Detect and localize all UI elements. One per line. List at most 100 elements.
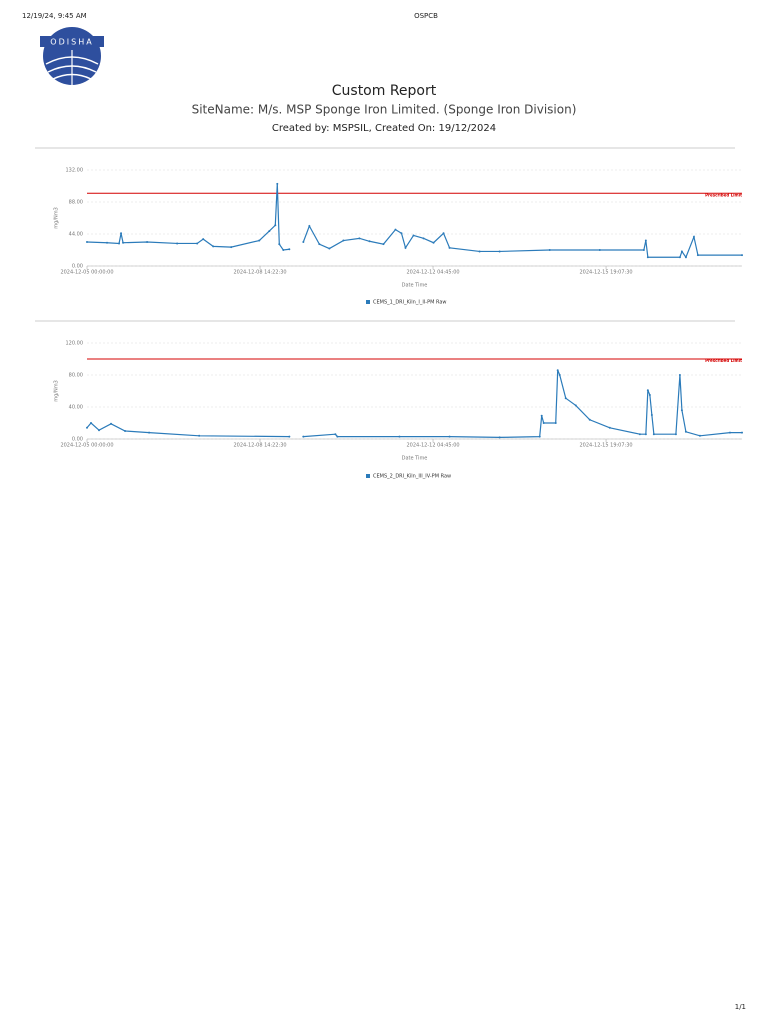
data-point <box>684 256 687 259</box>
data-point <box>542 422 545 424</box>
data-point <box>698 434 701 437</box>
data-point <box>278 243 281 246</box>
legend-swatch <box>366 300 370 304</box>
data-point <box>554 422 557 424</box>
data-point <box>274 224 277 227</box>
y-tick-label: 132.00 <box>66 168 84 174</box>
page-number: 1/1 <box>735 1003 746 1011</box>
data-point <box>110 422 113 425</box>
legend-label: CEMS_1_DRI_Kiln_I_II-PM Raw <box>373 300 447 306</box>
data-point <box>648 394 651 396</box>
data-point <box>638 433 641 436</box>
data-point <box>276 182 279 185</box>
y-tick-label: 120.00 <box>66 341 84 347</box>
data-point <box>588 418 591 421</box>
data-point <box>288 435 291 438</box>
data-point <box>448 435 451 438</box>
data-point <box>230 246 233 249</box>
data-point <box>334 433 337 436</box>
data-point <box>176 242 179 245</box>
data-point <box>644 433 647 436</box>
data-point <box>548 249 551 251</box>
data-point <box>258 239 261 242</box>
data-point <box>432 241 435 244</box>
data-point <box>212 245 215 248</box>
data-point <box>308 225 311 227</box>
data-point <box>302 435 305 438</box>
data-point <box>644 239 647 242</box>
data-point <box>196 242 199 245</box>
x-tick-label: 2024-12-12 04:45:00 <box>406 443 459 449</box>
x-axis-label: Date Time <box>402 456 428 462</box>
data-point <box>741 254 743 257</box>
data-point <box>268 230 271 233</box>
data-point <box>696 254 699 257</box>
data-point <box>124 430 127 432</box>
data-point <box>98 429 101 432</box>
x-tick-label: 2024-12-05 00:00:00 <box>60 443 113 449</box>
data-point <box>148 431 151 434</box>
data-point <box>678 256 681 259</box>
data-point <box>342 239 345 242</box>
data-point <box>692 235 695 238</box>
y-tick-label: 88.00 <box>69 200 83 206</box>
y-tick-label: 80.00 <box>69 373 83 379</box>
logo-text: ODISHA <box>50 38 93 47</box>
data-point <box>146 241 149 243</box>
data-point <box>198 434 201 437</box>
data-point <box>478 250 481 253</box>
data-point <box>448 246 451 249</box>
data-point <box>106 241 109 244</box>
data-point <box>382 243 385 246</box>
data-point <box>120 232 123 235</box>
data-point <box>318 243 321 246</box>
data-point <box>598 249 601 251</box>
x-tick-label: 2024-12-15 19:07:30 <box>579 443 632 449</box>
data-point <box>86 241 88 243</box>
data-point <box>328 247 331 250</box>
data-point <box>741 431 743 434</box>
data-point <box>558 374 561 376</box>
data-point <box>118 242 121 245</box>
y-axis-label: mg/Nm3 <box>54 380 60 402</box>
series-line <box>86 183 742 259</box>
data-point <box>336 435 339 438</box>
data-point <box>288 248 291 251</box>
data-point <box>422 237 425 240</box>
data-point <box>646 256 649 259</box>
data-point <box>564 397 567 400</box>
data-point <box>358 237 361 240</box>
data-point <box>394 228 397 231</box>
x-tick-label: 2024-12-08 14:22:30 <box>233 443 286 449</box>
y-tick-label: 44.00 <box>69 232 83 238</box>
data-point <box>728 431 731 434</box>
data-point <box>608 426 611 429</box>
site-name: SiteName: M/s. MSP Sponge Iron Limited. … <box>192 103 577 117</box>
y-tick-label: 0.00 <box>72 437 83 443</box>
created-info: Created by: MSPSIL, Created On: 19/12/20… <box>272 123 496 134</box>
data-point <box>86 426 88 429</box>
data-point <box>412 234 415 237</box>
data-point <box>680 250 683 253</box>
data-point <box>282 249 285 251</box>
x-axis-label: Date Time <box>402 283 428 289</box>
legend-swatch <box>366 474 370 478</box>
data-point <box>538 435 541 438</box>
logo: ODISHA <box>40 27 104 85</box>
data-point <box>122 241 125 244</box>
legend-label: CEMS_2_DRI_Kiln_III_IV-PM Raw <box>373 474 451 480</box>
y-tick-label: 40.00 <box>69 405 83 411</box>
data-point <box>368 240 371 243</box>
print-title: OSPCB <box>414 12 438 20</box>
data-point <box>302 241 305 243</box>
y-axis-label: mg/Nm3 <box>54 207 60 229</box>
y-tick-label: 0.00 <box>72 264 83 270</box>
data-point <box>652 433 655 436</box>
data-point <box>556 369 559 372</box>
data-point <box>646 389 649 392</box>
data-point <box>540 414 543 417</box>
data-point <box>678 374 681 376</box>
x-tick-label: 2024-12-15 19:07:30 <box>579 270 632 276</box>
data-point <box>680 409 683 412</box>
